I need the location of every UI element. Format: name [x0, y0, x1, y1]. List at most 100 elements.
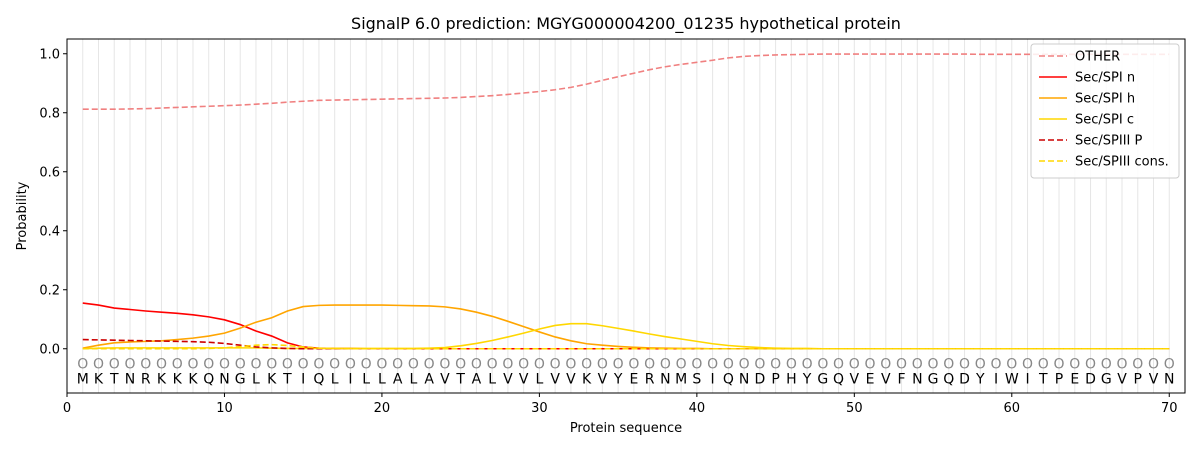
predicted-class-label: O: [1054, 357, 1065, 373]
sequence-residue: P: [1055, 371, 1063, 387]
predicted-class-label: O: [880, 357, 891, 373]
predicted-class-label: O: [502, 357, 513, 373]
legend-box: [1030, 43, 1180, 179]
y-tick-label: 0.8: [39, 106, 60, 121]
sequence-residue: A: [472, 371, 482, 387]
predicted-class-label: O: [392, 357, 403, 373]
y-axis-label: Probability: [15, 181, 30, 250]
predicted-class-label: O: [1101, 357, 1112, 373]
predicted-class-label: O: [109, 357, 120, 373]
sequence-residue: Q: [943, 371, 954, 387]
predicted-class-label: O: [250, 357, 261, 373]
sequence-residue: P: [771, 371, 779, 387]
predicted-class-label: O: [802, 357, 813, 373]
sequence-residue: Q: [723, 371, 734, 387]
predicted-class-label: O: [1116, 357, 1127, 373]
predicted-class-label: O: [329, 357, 340, 373]
sequence-residue: L: [331, 371, 339, 387]
predicted-class-label: O: [187, 357, 198, 373]
sequence-residue: V: [598, 371, 608, 387]
y-tick-label: 0.4: [39, 224, 60, 239]
sequence-residue: M: [675, 371, 687, 387]
predicted-class-label: O: [235, 357, 246, 373]
predicted-class-label: O: [628, 357, 639, 373]
predicted-class-label: O: [203, 357, 214, 373]
predicted-class-label: O: [865, 357, 876, 373]
sequence-residue: F: [898, 371, 906, 387]
predicted-class-label: O: [1164, 357, 1175, 373]
predicted-class-label: O: [912, 357, 923, 373]
predicted-class-label: O: [613, 357, 624, 373]
sequence-residue: Q: [833, 371, 844, 387]
sequence-residue: I: [994, 371, 998, 387]
sequence-residue: L: [362, 371, 370, 387]
sequence-residue: S: [692, 371, 701, 387]
sequence-residue: L: [535, 371, 543, 387]
predicted-class-label: O: [786, 357, 797, 373]
x-axis-label: Protein sequence: [570, 421, 682, 436]
predicted-class-label: O: [565, 357, 576, 373]
predicted-class-label: O: [959, 357, 970, 373]
sequence-residue: G: [928, 371, 939, 387]
predicted-class-label: O: [550, 357, 561, 373]
y-tick-label: 1.0: [39, 47, 60, 62]
sequence-residue: D: [754, 371, 765, 387]
series-line-0: [82, 53, 1170, 111]
legend-label: Sec/SPI c: [1075, 113, 1134, 128]
sequence-residue: M: [77, 371, 89, 387]
predicted-class-label: O: [424, 357, 435, 373]
predicted-class-label: O: [408, 357, 419, 373]
sequence-residue: G: [1101, 371, 1112, 387]
series-lines: [82, 53, 1170, 350]
sequence-residue: T: [1038, 371, 1048, 387]
legend: OTHER Sec/SPI n Sec/SPI h Sec/SPI c Sec/SPII…: [1030, 43, 1180, 179]
predicted-class-label: O: [943, 357, 954, 373]
sequence-residue: K: [582, 371, 592, 387]
x-tick-label: 10: [216, 401, 233, 416]
sequence-residue: I: [348, 371, 352, 387]
predicted-class-label: O: [313, 357, 324, 373]
predicted-class-label: O: [581, 357, 592, 373]
predicted-class-label: O: [518, 357, 529, 373]
sequence-residue: Q: [313, 371, 324, 387]
predicted-class-label: O: [1069, 357, 1080, 373]
series-line-5: [82, 343, 1170, 350]
sequence-residue: N: [739, 371, 749, 387]
sequence-residue: A: [393, 371, 403, 387]
sequence-residue: E: [866, 371, 875, 387]
sequence-residue: V: [850, 371, 860, 387]
sequence-residue: R: [645, 371, 655, 387]
x-tick-label: 60: [1004, 401, 1021, 416]
predicted-class-label: O: [896, 357, 907, 373]
predicted-class-label: O: [991, 357, 1002, 373]
sequence-residue: H: [786, 371, 797, 387]
sequence-residue: D: [959, 371, 970, 387]
sequence-residue: N: [125, 371, 135, 387]
sequence-residue: V: [550, 371, 560, 387]
predicted-class-label: O: [754, 357, 765, 373]
sequence-residue: N: [660, 371, 670, 387]
sequence-track: OMOKOTONOROKOKOKOQONOGOLOKOTOIOQOLOIOLOL…: [77, 357, 1175, 388]
predicted-class-label: O: [471, 357, 482, 373]
legend-label: Sec/SPI h: [1075, 92, 1135, 107]
predicted-class-label: O: [376, 357, 387, 373]
predicted-class-label: O: [345, 357, 356, 373]
sequence-residue: G: [235, 371, 246, 387]
predicted-class-label: O: [817, 357, 828, 373]
sequence-residue: K: [157, 371, 167, 387]
predicted-class-label: O: [833, 357, 844, 373]
predicted-class-label: O: [739, 357, 750, 373]
sequence-residue: L: [252, 371, 260, 387]
predicted-class-label: O: [439, 357, 450, 373]
predicted-class-label: O: [455, 357, 466, 373]
predicted-class-label: O: [770, 357, 781, 373]
x-tick-label: 0: [63, 401, 71, 416]
sequence-residue: L: [410, 371, 418, 387]
x-tick-label: 40: [689, 401, 706, 416]
predicted-class-label: O: [1085, 357, 1096, 373]
predicted-class-label: O: [93, 357, 104, 373]
sequence-residue: K: [173, 371, 183, 387]
predicted-class-label: O: [597, 357, 608, 373]
sequence-residue: V: [881, 371, 891, 387]
legend-label: Sec/SPIII cons.: [1075, 155, 1169, 170]
